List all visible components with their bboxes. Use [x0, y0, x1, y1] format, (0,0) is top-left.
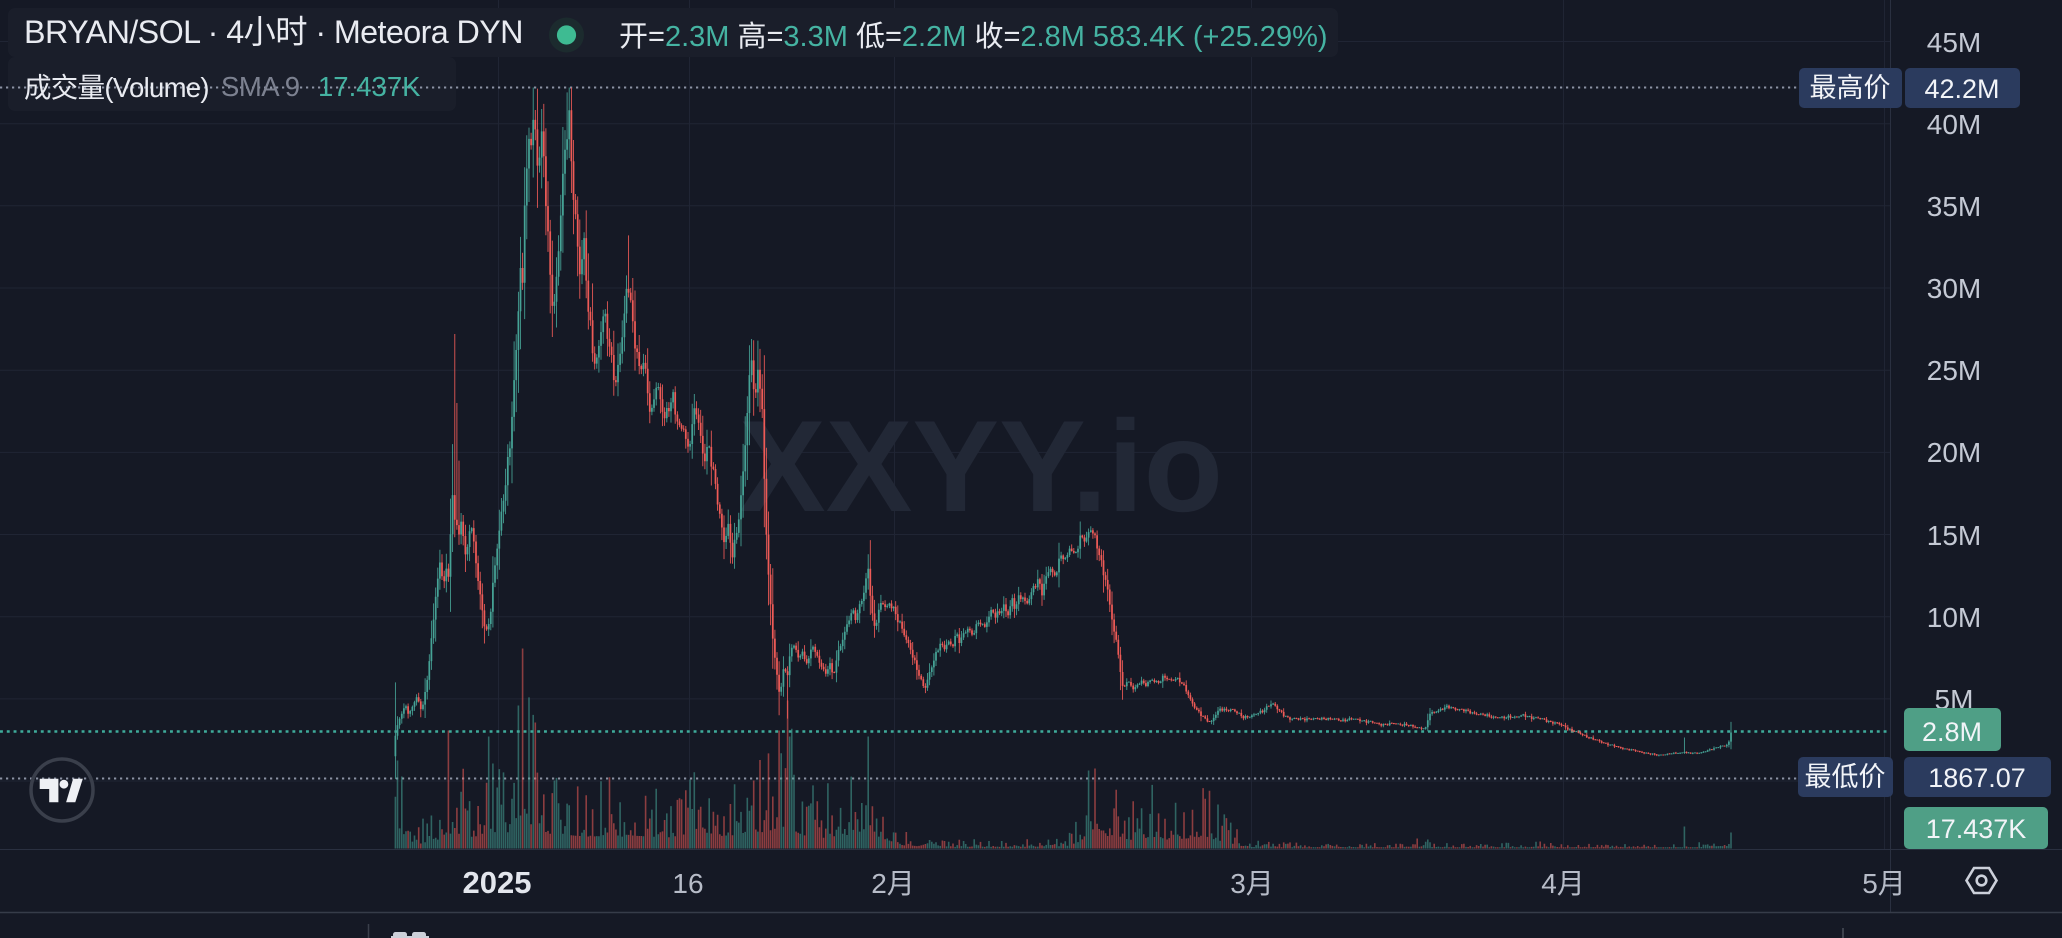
svg-text:1867.07: 1867.07: [1928, 763, 2026, 793]
svg-text:25M: 25M: [1927, 355, 1981, 386]
svg-text:BRYAN/SOL · 4小时 · Meteora DYN: BRYAN/SOL · 4小时 · Meteora DYN: [24, 14, 523, 50]
svg-text:SMA 9: SMA 9: [221, 71, 300, 102]
svg-text:成交量(Volume): 成交量(Volume): [24, 72, 209, 103]
svg-text:最低价: 最低价: [1805, 762, 1886, 792]
svg-text:5月: 5月: [1862, 868, 1906, 899]
svg-text:45M: 45M: [1927, 27, 1981, 58]
svg-text:4月: 4月: [1541, 868, 1585, 899]
svg-text:20M: 20M: [1927, 437, 1981, 468]
svg-text:2.8M: 2.8M: [1922, 717, 1982, 747]
svg-text:35M: 35M: [1927, 191, 1981, 222]
svg-text:2月: 2月: [871, 868, 915, 899]
svg-text:最高价: 最高价: [1810, 73, 1891, 103]
svg-text:10M: 10M: [1927, 602, 1981, 633]
svg-text:开=2.3M 高=3.3M 低=2.2M 收=2.8M 58: 开=2.3M 高=3.3M 低=2.2M 收=2.8M 583.4K (+25.…: [619, 20, 1328, 53]
svg-text:16: 16: [672, 868, 703, 899]
svg-text:2025: 2025: [463, 865, 532, 900]
svg-text:42.2M: 42.2M: [1924, 74, 1999, 104]
svg-text:40M: 40M: [1927, 109, 1981, 140]
svg-text:17.437K: 17.437K: [318, 71, 421, 102]
svg-text:15M: 15M: [1927, 520, 1981, 551]
svg-text:17.437K: 17.437K: [1926, 814, 2027, 844]
svg-text:30M: 30M: [1927, 273, 1981, 304]
svg-text:XXYY.io: XXYY.io: [739, 393, 1223, 539]
svg-text:3月: 3月: [1230, 868, 1274, 899]
